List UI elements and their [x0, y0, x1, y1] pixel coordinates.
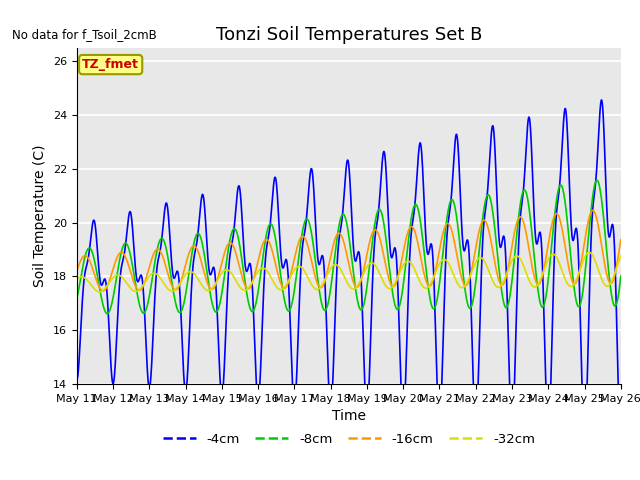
- -32cm: [617, 253, 625, 259]
- -8cm: [617, 273, 625, 279]
- -32cm: [569, 283, 577, 288]
- -16cm: [99, 288, 107, 294]
- -4cm: [225, 269, 232, 275]
- -4cm: [584, 356, 591, 362]
- -32cm: [365, 262, 372, 267]
- -8cm: [104, 311, 111, 316]
- -32cm: [507, 260, 515, 266]
- -32cm: [73, 276, 81, 282]
- -32cm: [376, 273, 384, 278]
- -8cm: [584, 239, 592, 244]
- -4cm: [376, 188, 384, 194]
- -16cm: [365, 244, 372, 250]
- -8cm: [365, 271, 372, 277]
- -4cm: [569, 237, 577, 243]
- -8cm: [569, 275, 577, 281]
- -4cm: [507, 413, 515, 419]
- Legend: -4cm, -8cm, -16cm, -32cm: -4cm, -8cm, -16cm, -32cm: [157, 428, 540, 451]
- Line: -4cm: -4cm: [77, 100, 621, 442]
- Line: -16cm: -16cm: [77, 210, 621, 291]
- X-axis label: Time: Time: [332, 409, 366, 423]
- -32cm: [585, 250, 593, 255]
- -8cm: [507, 286, 515, 292]
- -32cm: [584, 250, 592, 255]
- Text: TZ_fmet: TZ_fmet: [82, 58, 139, 71]
- -8cm: [376, 207, 384, 213]
- -16cm: [617, 237, 625, 242]
- -16cm: [376, 238, 384, 243]
- -32cm: [95, 289, 103, 295]
- -4cm: [365, 397, 372, 403]
- -16cm: [569, 280, 577, 286]
- -16cm: [507, 249, 515, 255]
- -16cm: [225, 240, 232, 246]
- -32cm: [225, 268, 232, 274]
- Text: No data for f_Tsoil_2cmB: No data for f_Tsoil_2cmB: [12, 28, 156, 41]
- Line: -8cm: -8cm: [77, 180, 621, 313]
- -16cm: [73, 268, 81, 274]
- -4cm: [598, 97, 605, 103]
- Line: -32cm: -32cm: [77, 252, 621, 292]
- -16cm: [589, 207, 596, 213]
- -8cm: [225, 243, 232, 249]
- -8cm: [593, 177, 601, 183]
- Title: Tonzi Soil Temperatures Set B: Tonzi Soil Temperatures Set B: [216, 25, 482, 44]
- -8cm: [73, 296, 81, 302]
- -4cm: [73, 377, 81, 383]
- Y-axis label: Soil Temperature (C): Soil Temperature (C): [33, 145, 47, 287]
- -16cm: [584, 219, 592, 225]
- -4cm: [617, 439, 625, 444]
